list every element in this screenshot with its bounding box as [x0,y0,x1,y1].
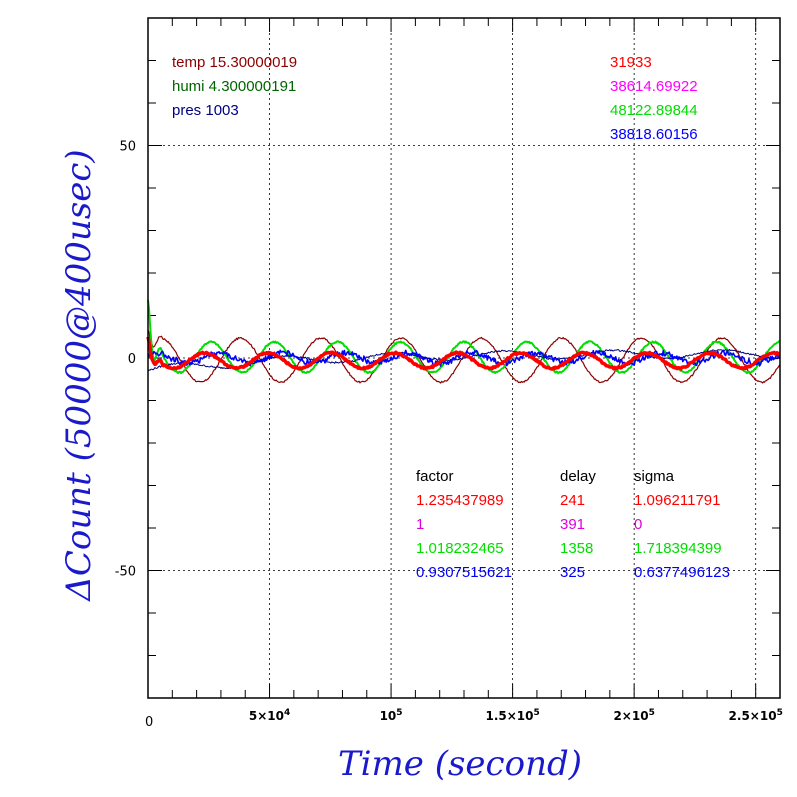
env-annotation: temp 15.30000019 [172,54,297,71]
env-annotation: humi 4.300000191 [172,78,296,95]
y-tick-label: 0 [128,352,136,367]
count-annotation: 38818.60156 [610,126,698,143]
table-header: delay [560,468,596,485]
tick-labels: -50 0 50 0 5×104 105 1.5×105 2×105 2.5×105 [115,140,783,731]
y-tick-label: 50 [119,140,136,155]
count-annotation: 31933 [610,54,652,71]
table-cell: 391 [560,516,585,533]
table-cell: 0.6377496123 [634,564,730,581]
env-annotation: pres 1003 [172,102,239,119]
x-axis-title: Time (second) [338,744,582,784]
table-cell: 1.235437989 [416,492,504,509]
x-tick-label: 2×105 [613,708,654,723]
count-annotation: 48122.89844 [610,102,698,119]
y-axis-title: ΔCount (50000@400usec) [59,149,99,602]
table-cell: 1 [416,516,424,533]
table-cell: 1.096211791 [634,492,720,509]
table-cell: 1.018232465 [416,540,504,557]
series-layer [146,299,781,384]
table-cell: 1.718394399 [634,540,722,557]
series-line [146,336,781,371]
table-header: factor [416,468,454,485]
x-tick-label: 5×104 [249,708,290,723]
table-cell: 241 [560,492,585,509]
plot-frame [147,17,781,699]
annotations: temp 15.30000019 humi 4.300000191 pres 100… [172,54,730,581]
x-tick-label: 1.5×105 [485,708,539,723]
series-line [147,299,781,375]
x-tick-label: 105 [380,708,403,723]
table-cell: 1358 [560,540,593,557]
table-cell: 325 [560,564,585,581]
table-cell: 0.9307515621 [416,564,512,581]
y-tick-label: -50 [115,565,136,580]
table-header: sigma [634,468,675,485]
count-annotation: 38614.69922 [610,78,698,95]
x-tick-label: 0 [145,715,153,730]
table-cell: 0 [634,516,642,533]
x-tick-label: 2.5×105 [729,708,783,723]
